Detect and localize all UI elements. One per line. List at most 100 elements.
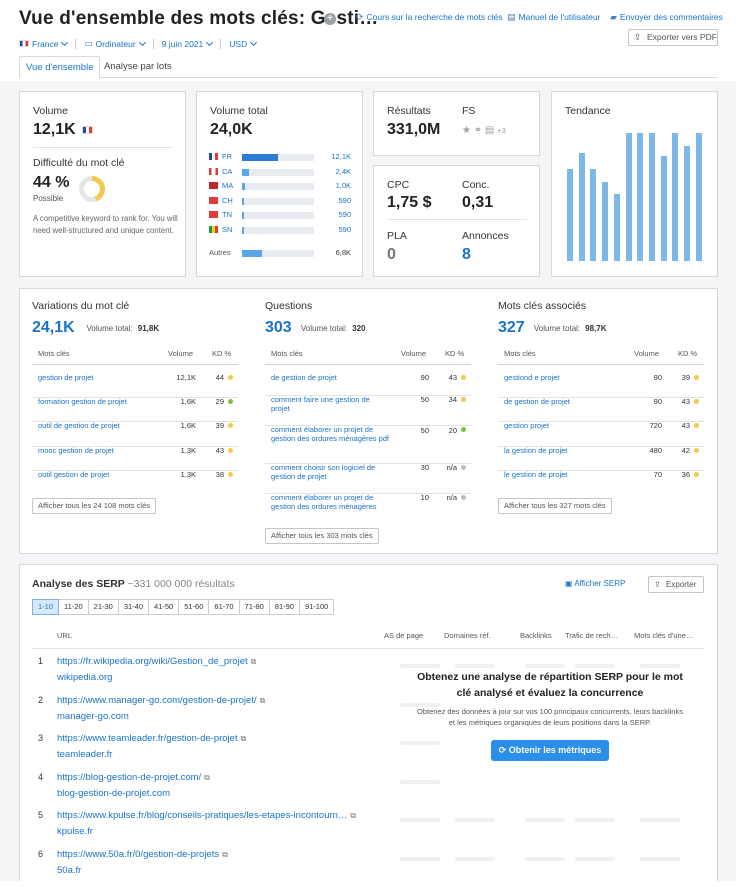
date-select[interactable]: 9 juin 2021 xyxy=(162,38,214,49)
serp-domain[interactable]: teamleader.fr xyxy=(57,749,113,760)
fs-more[interactable]: +3 xyxy=(497,126,506,135)
course-link[interactable]: ⟳ Cours sur la recherche de mots clés xyxy=(356,12,503,23)
country-row[interactable]: CA 2,4K xyxy=(209,167,351,177)
export-button[interactable]: ⇪ Exporter xyxy=(648,576,704,593)
external-link-icon[interactable]: ⧉ xyxy=(259,695,266,705)
keyword-link[interactable]: comment choisir son logiciel de gestion … xyxy=(271,463,376,481)
country-row[interactable]: FR 12,1K xyxy=(209,152,351,162)
divider xyxy=(265,364,471,365)
page-21-30[interactable]: 21-30 xyxy=(88,599,119,615)
keyword-link[interactable]: formation gestion de projet xyxy=(38,397,127,406)
country-code: CH xyxy=(222,195,233,205)
divider xyxy=(32,397,238,398)
serp-domain[interactable]: blog-gestion-de-projet.com xyxy=(57,787,171,799)
others-value: 6,8K xyxy=(335,248,351,257)
show-serp-link[interactable]: ▣ Afficher SERP xyxy=(565,579,625,588)
serp-url-link[interactable]: https://www.manager-go.com/gestion-de-pr… xyxy=(57,695,265,706)
country-row[interactable]: SN 590 xyxy=(209,225,351,235)
device-select[interactable]: ▭ Ordinateur xyxy=(84,38,146,49)
flag-fr-icon xyxy=(209,153,218,160)
serp-position: 6 xyxy=(38,848,44,859)
serp-url-link[interactable]: https://www.teamleader.fr/gestion-de-pro… xyxy=(57,733,246,744)
questions-count[interactable]: 303 xyxy=(265,319,292,336)
country-row[interactable]: CH 590 xyxy=(209,196,351,206)
page-81-90[interactable]: 81-90 xyxy=(269,599,300,615)
sync-icon: ⟳ xyxy=(356,12,364,22)
annonces-value[interactable]: 8 xyxy=(462,246,471,263)
external-link-icon[interactable]: ⧉ xyxy=(250,657,257,666)
keyword-link[interactable]: outil gestion de projet xyxy=(38,470,110,479)
keyword-volume: 50 xyxy=(420,395,429,404)
fs-label: FS xyxy=(462,105,476,117)
country-row[interactable]: MA 1,0K xyxy=(209,181,351,191)
keyword-link[interactable]: gestion de projet xyxy=(38,373,94,382)
questions-show-all-button[interactable]: Afficher tous les 303 mots clés xyxy=(265,528,379,544)
related-show-all-button[interactable]: Afficher tous les 327 mots clés xyxy=(498,498,612,514)
variations-count[interactable]: 24,1K xyxy=(32,319,75,336)
difficulty-description: A competitive keyword to rank for. You w… xyxy=(33,214,178,235)
link-icon: ⚭ xyxy=(473,125,483,136)
serp-url-link[interactable]: https://fr.wikipedia.org/wiki/Gestion_de… xyxy=(57,656,256,667)
serp-domain[interactable]: wikipedia.org xyxy=(57,672,113,683)
serp-url: https://www.kpulse.fr/blog/conseils-prat… xyxy=(57,810,348,821)
keyword-link[interactable]: gestiond e projet xyxy=(504,373,560,382)
keyword-link[interactable]: comment élaborer un projet de gestion de… xyxy=(271,425,389,443)
keyword-row: gestion de projet 12,1K 44 xyxy=(38,373,238,397)
keyword-volume: 1,3K xyxy=(180,446,196,455)
feedback-link[interactable]: ▰ Envoyer des commentaires xyxy=(610,12,723,23)
serp-url-link[interactable]: https://blog-gestion-de-projet.com/⧉ xyxy=(57,772,210,783)
page-title: Vue d'ensemble des mots clés: Gesti… xyxy=(19,8,379,29)
keyword-link[interactable]: le gestion de projet xyxy=(504,470,568,479)
serp-domain[interactable]: kpulse.fr xyxy=(57,826,93,837)
page-71-80[interactable]: 71-80 xyxy=(239,599,270,615)
page-11-20[interactable]: 11-20 xyxy=(59,599,89,615)
country-select[interactable]: France xyxy=(19,38,69,49)
page-61-70[interactable]: 61-70 xyxy=(209,599,240,615)
divider xyxy=(498,470,704,471)
trend-bar xyxy=(590,168,597,261)
page-41-50[interactable]: 41-50 xyxy=(149,599,180,615)
page-91-100[interactable]: 91-100 xyxy=(299,599,335,615)
keyword-link[interactable]: gestion projet xyxy=(504,421,550,430)
serp-position: 4 xyxy=(38,771,44,782)
blurred-metric xyxy=(525,856,565,861)
tab-batch-analysis[interactable]: Analyse par lots xyxy=(104,61,172,72)
serp-url-link[interactable]: https://www.50a.fr/0/gestion-de-projets ⧉ xyxy=(57,849,228,860)
serp-domain[interactable]: manager-go.com xyxy=(57,710,129,722)
serp-position: 2 xyxy=(38,694,44,705)
keyword-link[interactable]: mooc gestion de projet xyxy=(38,446,114,455)
country-bar xyxy=(242,197,314,205)
tab-overview[interactable]: Vue d'ensemble xyxy=(19,56,101,78)
external-link-icon[interactable]: ⧉ xyxy=(240,734,247,743)
column-header: Mots clés xyxy=(504,349,536,358)
export-pdf-button[interactable]: ⇪ Exporter vers PDF xyxy=(628,29,718,46)
external-link-icon[interactable]: ⧉ xyxy=(204,772,210,782)
variations-show-all-button[interactable]: Afficher tous les 24 108 mots clés xyxy=(32,498,157,514)
currency-select[interactable]: USD xyxy=(229,38,258,49)
country-row[interactable]: TN 590 xyxy=(209,210,351,220)
flag-ca-icon xyxy=(209,167,218,175)
volume-label: Volume xyxy=(33,105,69,117)
keyword-link[interactable]: outil de gestion de projet xyxy=(38,421,120,430)
related-count[interactable]: 327 xyxy=(498,319,525,336)
serp-domain[interactable]: 50a.fr xyxy=(57,864,82,876)
get-metrics-button[interactable]: ⟳ Obtenir les métriques xyxy=(491,740,609,761)
add-icon[interactable]: + xyxy=(324,13,336,25)
page-51-60[interactable]: 51-60 xyxy=(179,599,210,615)
keyword-link[interactable]: de gestion de projet xyxy=(504,397,570,406)
keyword-link[interactable]: comment faire une gestion de projet xyxy=(271,395,370,413)
serp-url-link[interactable]: https://www.kpulse.fr/blog/conseils-prat… xyxy=(57,810,356,821)
external-link-icon[interactable]: ⧉ xyxy=(222,849,228,859)
manual-link[interactable]: ▤ Manuel de l'utilisateur xyxy=(507,12,600,23)
keyword-volume: 50 xyxy=(420,426,429,435)
serp-pagination: 1-10 11-20 21-30 31-40 41-50 51-60 61-70 71-80 8… xyxy=(32,599,335,615)
keyword-link[interactable]: de gestion de projet xyxy=(271,373,337,382)
page-31-40[interactable]: 31-40 xyxy=(118,599,150,615)
keyword-link[interactable]: la gestion de projet xyxy=(504,446,568,455)
country-bar xyxy=(242,154,314,161)
external-link-icon[interactable]: ⧉ xyxy=(350,811,357,820)
page-1-10[interactable]: 1-10 xyxy=(32,599,60,615)
keyword-kd: 42 xyxy=(681,446,690,455)
keyword-link[interactable]: comment élaborer un projet de gestion de… xyxy=(271,493,377,511)
blurred-metric xyxy=(455,664,495,668)
